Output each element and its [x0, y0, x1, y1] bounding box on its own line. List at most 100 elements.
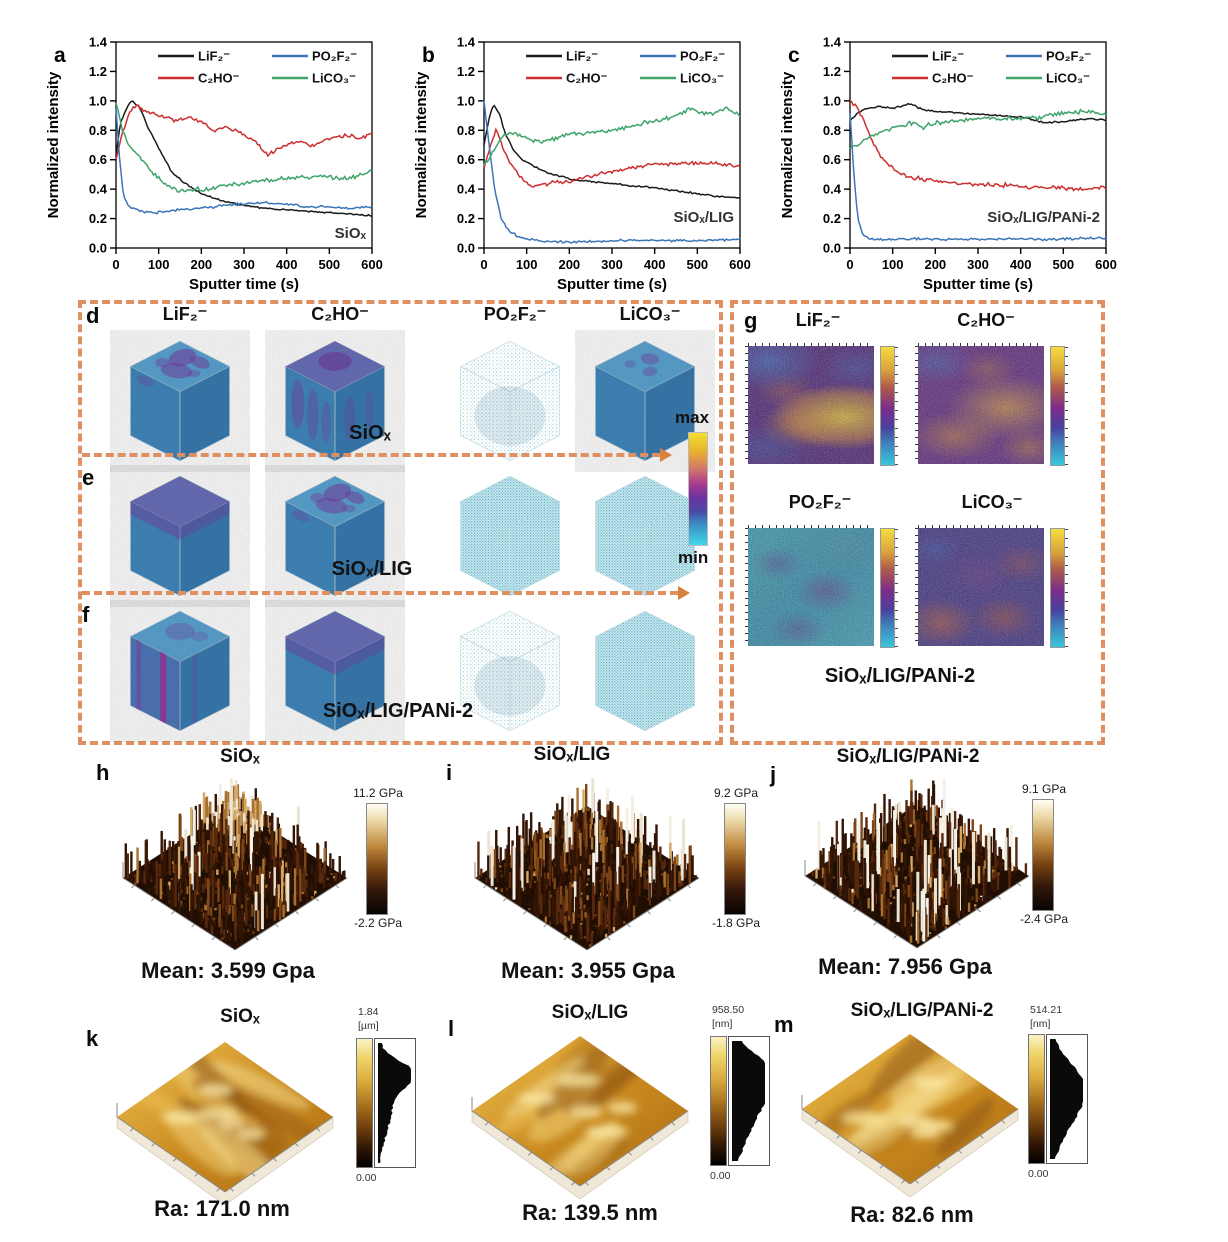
map-noise-overlay	[918, 528, 1044, 646]
svg-text:1.2: 1.2	[457, 64, 475, 79]
row-label-siox: SiOₓ	[349, 422, 391, 444]
gmap-header-lico3: LiCO₃⁻	[961, 492, 1023, 512]
height-histogram-l	[728, 1036, 770, 1166]
modulus-colorbar-i	[724, 803, 746, 915]
modulus-surface-j	[788, 776, 1046, 981]
svg-text:0.8: 0.8	[457, 123, 475, 138]
mean-j: Mean: 7.956 Gpa	[818, 954, 992, 979]
svg-text:LiCO₃⁻: LiCO₃⁻	[680, 71, 724, 86]
ion-map-colorbar-lico3	[1050, 528, 1068, 648]
svg-text:100: 100	[882, 257, 904, 272]
svg-text:0.4: 0.4	[457, 182, 476, 197]
tof-cube-svg	[110, 465, 250, 607]
svg-text:500: 500	[686, 257, 708, 272]
modulus-surface-svg	[122, 778, 348, 951]
svg-text:PO₂F₂⁻: PO₂F₂⁻	[680, 49, 725, 64]
gold-cbar-unit-m: [nm]	[1030, 1018, 1051, 1030]
ion-header-c2ho: C₂HO⁻	[311, 304, 369, 324]
gold-cbar-top-l: 958.50	[712, 1004, 745, 1016]
svg-text:400: 400	[644, 257, 666, 272]
gold-colorbar-k	[356, 1038, 373, 1168]
panel-letter-h: h	[96, 760, 110, 785]
tof-cube-svg	[265, 600, 405, 742]
panel-letter-k: k	[86, 1026, 99, 1051]
svg-text:1.0: 1.0	[823, 93, 841, 108]
svg-text:0.0: 0.0	[457, 241, 475, 256]
svg-text:500: 500	[318, 257, 340, 272]
tof-cube-d-lif2	[110, 330, 250, 472]
svg-text:Sputter time (s): Sputter time (s)	[189, 276, 299, 293]
gold-cbar-top-k: 1.84	[358, 1006, 379, 1018]
svg-text:1.4: 1.4	[457, 35, 476, 50]
svg-text:Normalized intensity: Normalized intensity	[45, 71, 62, 218]
svg-text:SiOₓ/LIG: SiOₓ/LIG	[674, 209, 735, 226]
tof-cube-svg	[459, 340, 561, 462]
svg-text:1.4: 1.4	[89, 35, 108, 50]
modulus-surface-svg	[804, 778, 1030, 949]
roughness-surface-svg	[116, 1042, 334, 1206]
map-noise-overlay	[748, 346, 874, 464]
title-i: SiOₓ/LIG	[533, 744, 611, 765]
chart-panel-b: 0.0 0.2 0.4 0.6 0.8 1.0 1.2 1.4 0 100 200 300 400 500…	[396, 24, 768, 296]
cbar-top-j: 9.1 GPa	[1021, 782, 1067, 796]
title-k: SiOₓ	[220, 1006, 260, 1027]
ion-map-lif2	[745, 343, 874, 464]
panel-letter-i: i	[446, 760, 453, 785]
chart-panel-c: 0.0 0.2 0.4 0.6 0.8 1.0 1.2 1.4 0 100 200 300 400 500…	[762, 24, 1134, 296]
svg-text:LiF₂⁻: LiF₂⁻	[198, 49, 230, 64]
tof-cube-svg	[459, 610, 561, 732]
svg-text:0.2: 0.2	[823, 211, 841, 226]
svg-text:1.0: 1.0	[457, 93, 475, 108]
row-divider-e-f	[82, 591, 678, 595]
gold-colorbar-m	[1028, 1034, 1045, 1164]
svg-text:1.4: 1.4	[823, 35, 842, 50]
chart-svg: 0.0 0.2 0.4 0.6 0.8 1.0 1.2 1.4 0 100 200 300 400 500…	[45, 35, 383, 294]
colorbar-min-label: min	[678, 548, 709, 567]
chart-svg: 0.0 0.2 0.4 0.6 0.8 1.0 1.2 1.4 0 100 200 300 400 500…	[779, 35, 1117, 294]
gold-cbar-bottom-k: 0.00	[356, 1172, 377, 1184]
svg-text:100: 100	[516, 257, 538, 272]
svg-text:Sputter time (s): Sputter time (s)	[923, 276, 1033, 293]
tof-cube-svg	[459, 475, 561, 597]
roughness-surface-m	[785, 1012, 1035, 1220]
divider-arrow-1	[660, 448, 672, 462]
tof-cube-e-lico3	[575, 465, 715, 607]
ion-header-po2f2: PO₂F₂⁻	[483, 304, 547, 324]
panel-letter-m: m	[774, 1012, 794, 1037]
ra-l: Ra: 139.5 nm	[522, 1200, 658, 1225]
divider-arrow-2	[678, 586, 690, 600]
svg-text:300: 300	[601, 257, 623, 272]
svg-text:PO₂F₂⁻: PO₂F₂⁻	[312, 49, 357, 64]
height-histogram-m	[1046, 1034, 1088, 1164]
ion-map-colorbar-po2f2	[880, 528, 898, 648]
svg-text:0.6: 0.6	[89, 152, 107, 167]
svg-text:200: 200	[190, 257, 212, 272]
tof-cube-svg	[110, 330, 250, 472]
gold-cbar-unit-l: [nm]	[712, 1018, 733, 1030]
svg-text:0.6: 0.6	[457, 152, 475, 167]
svg-text:Sputter time (s): Sputter time (s)	[557, 276, 667, 293]
tof-cube-svg	[594, 475, 696, 597]
ion-map-colorbar-lif2	[880, 346, 898, 466]
svg-text:SiOₓ: SiOₓ	[335, 225, 367, 242]
svg-text:0.0: 0.0	[89, 241, 107, 256]
modulus-surface-svg	[474, 773, 700, 951]
svg-text:400: 400	[1010, 257, 1032, 272]
svg-text:400: 400	[276, 257, 298, 272]
roughness-surface-svg	[801, 1034, 1019, 1198]
title-l: SiOₓ/LIG	[551, 1002, 629, 1023]
svg-text:0.8: 0.8	[89, 123, 107, 138]
ion-map-c2ho	[915, 343, 1044, 464]
mean-h: Mean: 3.599 Gpa	[141, 958, 315, 983]
svg-text:Normalized intensity: Normalized intensity	[779, 71, 796, 218]
cbar-bottom-j: -2.4 GPa	[1019, 912, 1069, 926]
svg-text:Normalized intensity: Normalized intensity	[413, 71, 430, 218]
tof-cube-d-lico3	[575, 330, 715, 472]
gold-cbar-bottom-l: 0.00	[710, 1170, 731, 1182]
svg-text:C₂HO⁻: C₂HO⁻	[198, 71, 240, 86]
histogram-svg	[732, 1041, 765, 1161]
chart-svg: 0.0 0.2 0.4 0.6 0.8 1.0 1.2 1.4 0 100 200 300 400 500…	[413, 35, 751, 294]
title-j: SiOₓ/LIG/PANi-2	[836, 746, 980, 767]
panel-letter-l: l	[448, 1016, 455, 1041]
